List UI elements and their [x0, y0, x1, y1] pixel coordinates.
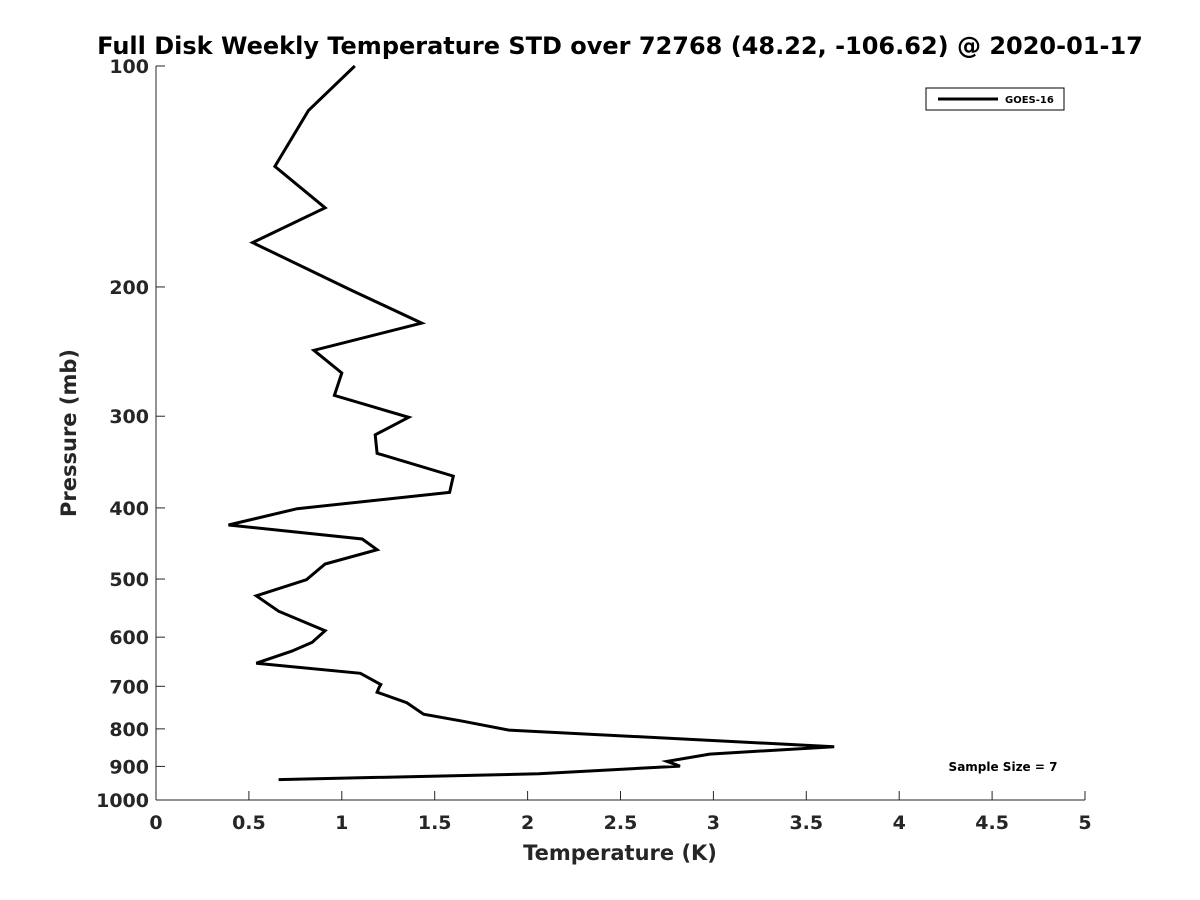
series-group — [228, 64, 835, 782]
y-tick-label: 700 — [109, 676, 149, 698]
y-tick-label: 800 — [109, 719, 149, 741]
x-tick-label: 4 — [893, 812, 906, 834]
x-tick-label: 4.5 — [975, 812, 1009, 834]
y-tick-label: 900 — [109, 756, 149, 778]
legend: GOES-16 — [925, 87, 1065, 111]
y-tick-label: 100 — [109, 56, 149, 78]
y-tick-label: 300 — [109, 406, 149, 428]
x-tick-label: 3 — [707, 812, 720, 834]
y-ticks: 100 200 300 400 500 600 700 800 900 1000 — [96, 56, 165, 812]
x-tick-label: 1.5 — [418, 812, 452, 834]
legend-label-goes-16: GOES-16 — [1005, 95, 1054, 106]
y-tick-label: 500 — [109, 569, 149, 591]
x-axis-label: Temperature (K) — [523, 841, 717, 865]
y-tick-label: 600 — [109, 627, 149, 649]
x-tick-label: 0.5 — [232, 812, 266, 834]
sample-size-annotation: Sample Size = 7 — [949, 760, 1058, 774]
x-tick-label: 1 — [335, 812, 348, 834]
y-tick-label: 200 — [109, 277, 149, 299]
x-tick-label: 0 — [149, 812, 162, 834]
y-axis-label: Pressure (mb) — [57, 349, 81, 517]
x-tick-label: 2 — [521, 812, 534, 834]
x-tick-label: 2.5 — [604, 812, 638, 834]
x-ticks: 0 0.5 1 1.5 2 2.5 3 3.5 4 4.5 5 — [149, 791, 1092, 834]
y-tick-label: 1000 — [96, 790, 149, 812]
y-tick-label: 400 — [109, 498, 149, 520]
x-tick-label: 5 — [1078, 812, 1091, 834]
x-tick-label: 3.5 — [789, 812, 823, 834]
series-line-goes-16 — [228, 64, 835, 782]
chart-title: Full Disk Weekly Temperature STD over 72… — [97, 32, 1143, 60]
